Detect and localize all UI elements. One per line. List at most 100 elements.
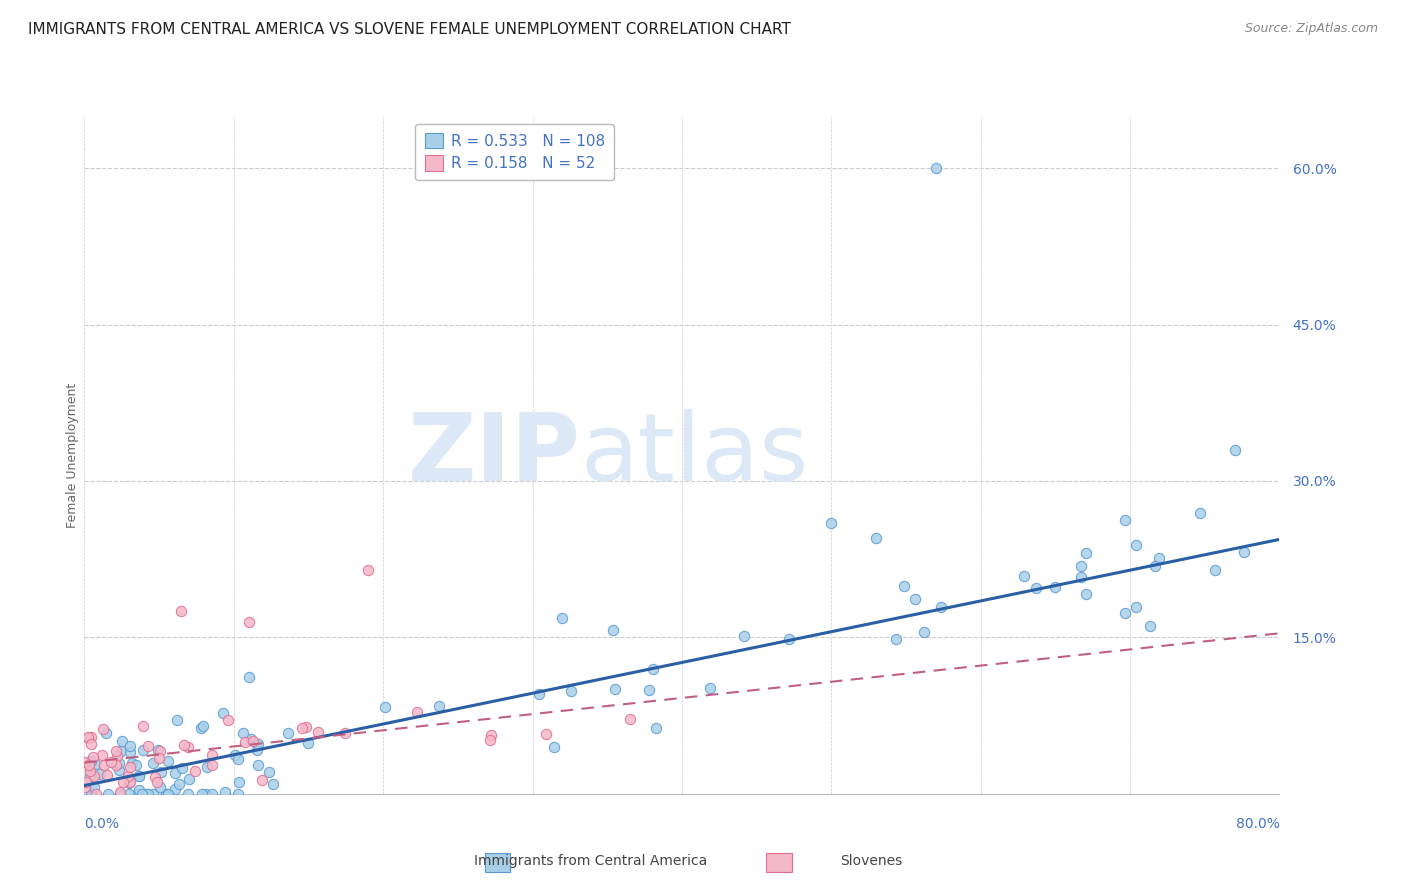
Point xyxy=(118,760,141,774)
Point xyxy=(80,730,103,744)
Point xyxy=(142,756,165,771)
Point xyxy=(242,734,264,748)
Point xyxy=(82,750,104,764)
Point xyxy=(297,736,319,750)
Point xyxy=(277,725,299,739)
Point xyxy=(131,743,153,757)
Point xyxy=(195,760,218,774)
Point xyxy=(865,532,887,546)
Point xyxy=(105,744,128,758)
Point xyxy=(143,770,166,784)
Text: ZIP: ZIP xyxy=(408,409,581,501)
Point xyxy=(89,767,111,781)
Point xyxy=(603,681,626,696)
Point xyxy=(128,769,150,783)
Point xyxy=(184,764,207,778)
Point xyxy=(94,726,117,740)
Point xyxy=(135,787,157,801)
Point xyxy=(191,719,214,733)
Point xyxy=(155,787,177,801)
Point xyxy=(904,592,927,607)
Point xyxy=(1070,570,1092,584)
Point xyxy=(157,755,180,769)
Text: Source: ZipAtlas.com: Source: ZipAtlas.com xyxy=(1244,22,1378,36)
Point xyxy=(406,705,429,719)
Point xyxy=(912,624,935,639)
Point xyxy=(291,722,314,736)
Point xyxy=(534,727,557,741)
Point xyxy=(166,713,188,727)
Point xyxy=(108,787,131,801)
Point xyxy=(148,743,170,757)
Point xyxy=(820,516,842,530)
Point xyxy=(111,734,134,748)
Point xyxy=(73,755,96,769)
Point xyxy=(172,761,194,775)
Point xyxy=(543,739,565,754)
Point xyxy=(150,765,173,780)
Point xyxy=(127,787,149,801)
Text: IMMIGRANTS FROM CENTRAL AMERICA VS SLOVENE FEMALE UNEMPLOYMENT CORRELATION CHART: IMMIGRANTS FROM CENTRAL AMERICA VS SLOVE… xyxy=(28,22,792,37)
Point xyxy=(619,712,641,726)
Point xyxy=(239,731,262,746)
Text: 0.0%: 0.0% xyxy=(84,817,120,830)
Point xyxy=(79,769,101,783)
Point xyxy=(177,739,200,754)
Point xyxy=(246,758,269,772)
Point xyxy=(163,765,186,780)
Point xyxy=(118,775,141,789)
Text: Immigrants from Central America: Immigrants from Central America xyxy=(474,854,707,868)
Point xyxy=(83,756,105,771)
Point xyxy=(214,785,236,799)
Point xyxy=(238,670,260,684)
Point xyxy=(177,787,200,801)
Point xyxy=(1139,619,1161,633)
Point xyxy=(1223,442,1246,457)
Point xyxy=(191,787,214,801)
Point xyxy=(357,563,380,577)
Point xyxy=(91,722,114,736)
Point xyxy=(246,742,269,756)
Point xyxy=(110,785,132,799)
Point xyxy=(118,739,141,753)
Point xyxy=(641,662,664,676)
Point xyxy=(1188,506,1211,520)
Point xyxy=(893,579,915,593)
Point xyxy=(884,632,907,646)
Point xyxy=(80,754,103,768)
Point xyxy=(1074,587,1097,601)
Point xyxy=(929,600,952,615)
Text: Slovenes: Slovenes xyxy=(841,854,903,868)
Point xyxy=(142,787,165,801)
Point xyxy=(733,629,755,643)
Point xyxy=(108,787,131,801)
Point xyxy=(224,748,246,763)
Point xyxy=(195,787,218,801)
Point xyxy=(201,747,224,762)
Point xyxy=(131,787,153,801)
Point xyxy=(190,721,212,735)
Point xyxy=(79,764,101,778)
Point xyxy=(149,780,172,794)
Point xyxy=(118,745,141,759)
Point xyxy=(148,751,170,765)
Point xyxy=(307,724,329,739)
Point xyxy=(1074,546,1097,560)
Point xyxy=(333,726,356,740)
Point xyxy=(104,758,127,772)
Point xyxy=(527,687,550,701)
Point xyxy=(1012,568,1035,582)
Point xyxy=(125,757,148,772)
Point xyxy=(778,632,800,646)
Text: atlas: atlas xyxy=(581,409,808,501)
Point xyxy=(1147,551,1170,566)
Y-axis label: Female Unemployment: Female Unemployment xyxy=(66,383,79,527)
Point xyxy=(226,787,249,801)
Point xyxy=(1043,580,1066,594)
Point xyxy=(77,731,100,745)
Point xyxy=(117,769,139,783)
Point xyxy=(118,787,141,801)
Point xyxy=(136,787,159,801)
Point xyxy=(1143,558,1166,573)
Point xyxy=(1204,563,1226,577)
